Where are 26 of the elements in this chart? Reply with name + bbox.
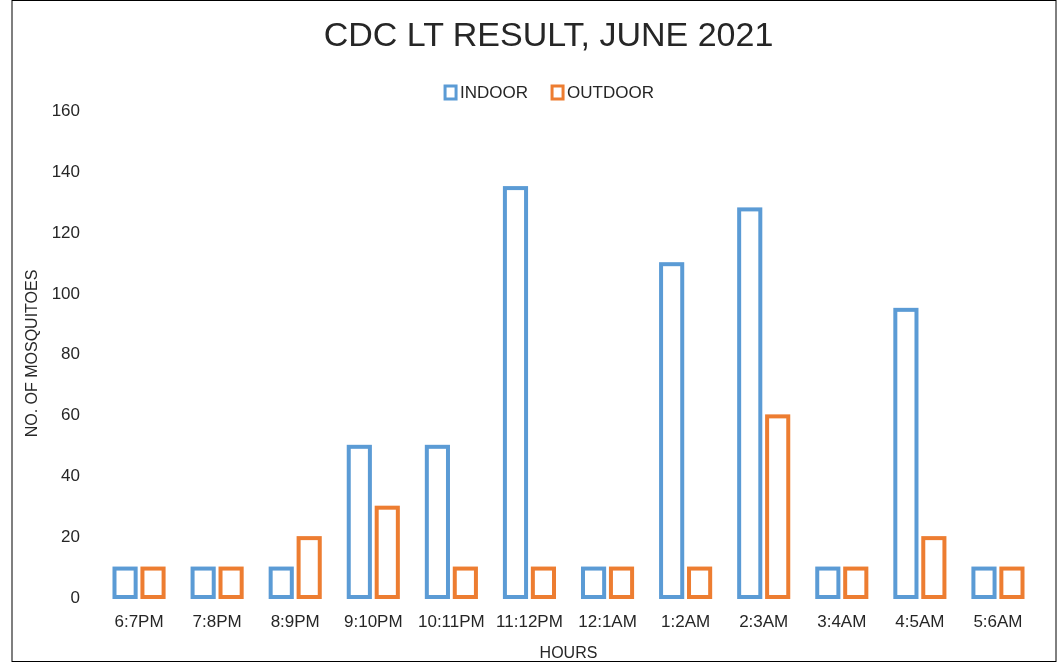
x-tick-label: 1:2AM — [661, 612, 711, 632]
y-tick-label: 160 — [51, 100, 80, 120]
y-tick-label: 100 — [51, 283, 80, 303]
x-tick-label: 4:5AM — [895, 612, 945, 632]
y-tick-label: 40 — [61, 466, 80, 486]
x-tick-label: 8:9PM — [270, 612, 320, 632]
x-tick-label: 3:4AM — [817, 612, 867, 632]
y-tick-label: 60 — [61, 405, 80, 425]
x-tick-label: 11:12PM — [496, 612, 563, 632]
x-tick-label: 6:7PM — [114, 612, 164, 632]
chart-title: CDC LT RESULT, JUNE 2021 — [323, 15, 774, 53]
y-tick-label: 20 — [61, 527, 80, 547]
x-tick-label: 7:8PM — [192, 612, 242, 632]
y-tick-label: 80 — [61, 344, 80, 364]
legend-label: OUTDOOR — [567, 83, 654, 102]
x-tick-label: 9:10PM — [343, 612, 403, 632]
y-axis-title: NO. OF MOSQUITOES — [23, 269, 40, 438]
x-tick-label: 12:1AM — [578, 612, 637, 632]
x-tick-label: 2:3AM — [739, 612, 789, 632]
x-axis-title: HOURS — [539, 644, 598, 661]
y-tick-label: 0 — [70, 587, 80, 607]
y-tick-label: 120 — [51, 222, 80, 242]
x-tick-label: 5:6AM — [973, 612, 1023, 632]
legend-label: INDOOR — [460, 83, 529, 102]
x-tick-label: 10:11PM — [417, 612, 485, 632]
y-tick-label: 140 — [51, 161, 80, 181]
